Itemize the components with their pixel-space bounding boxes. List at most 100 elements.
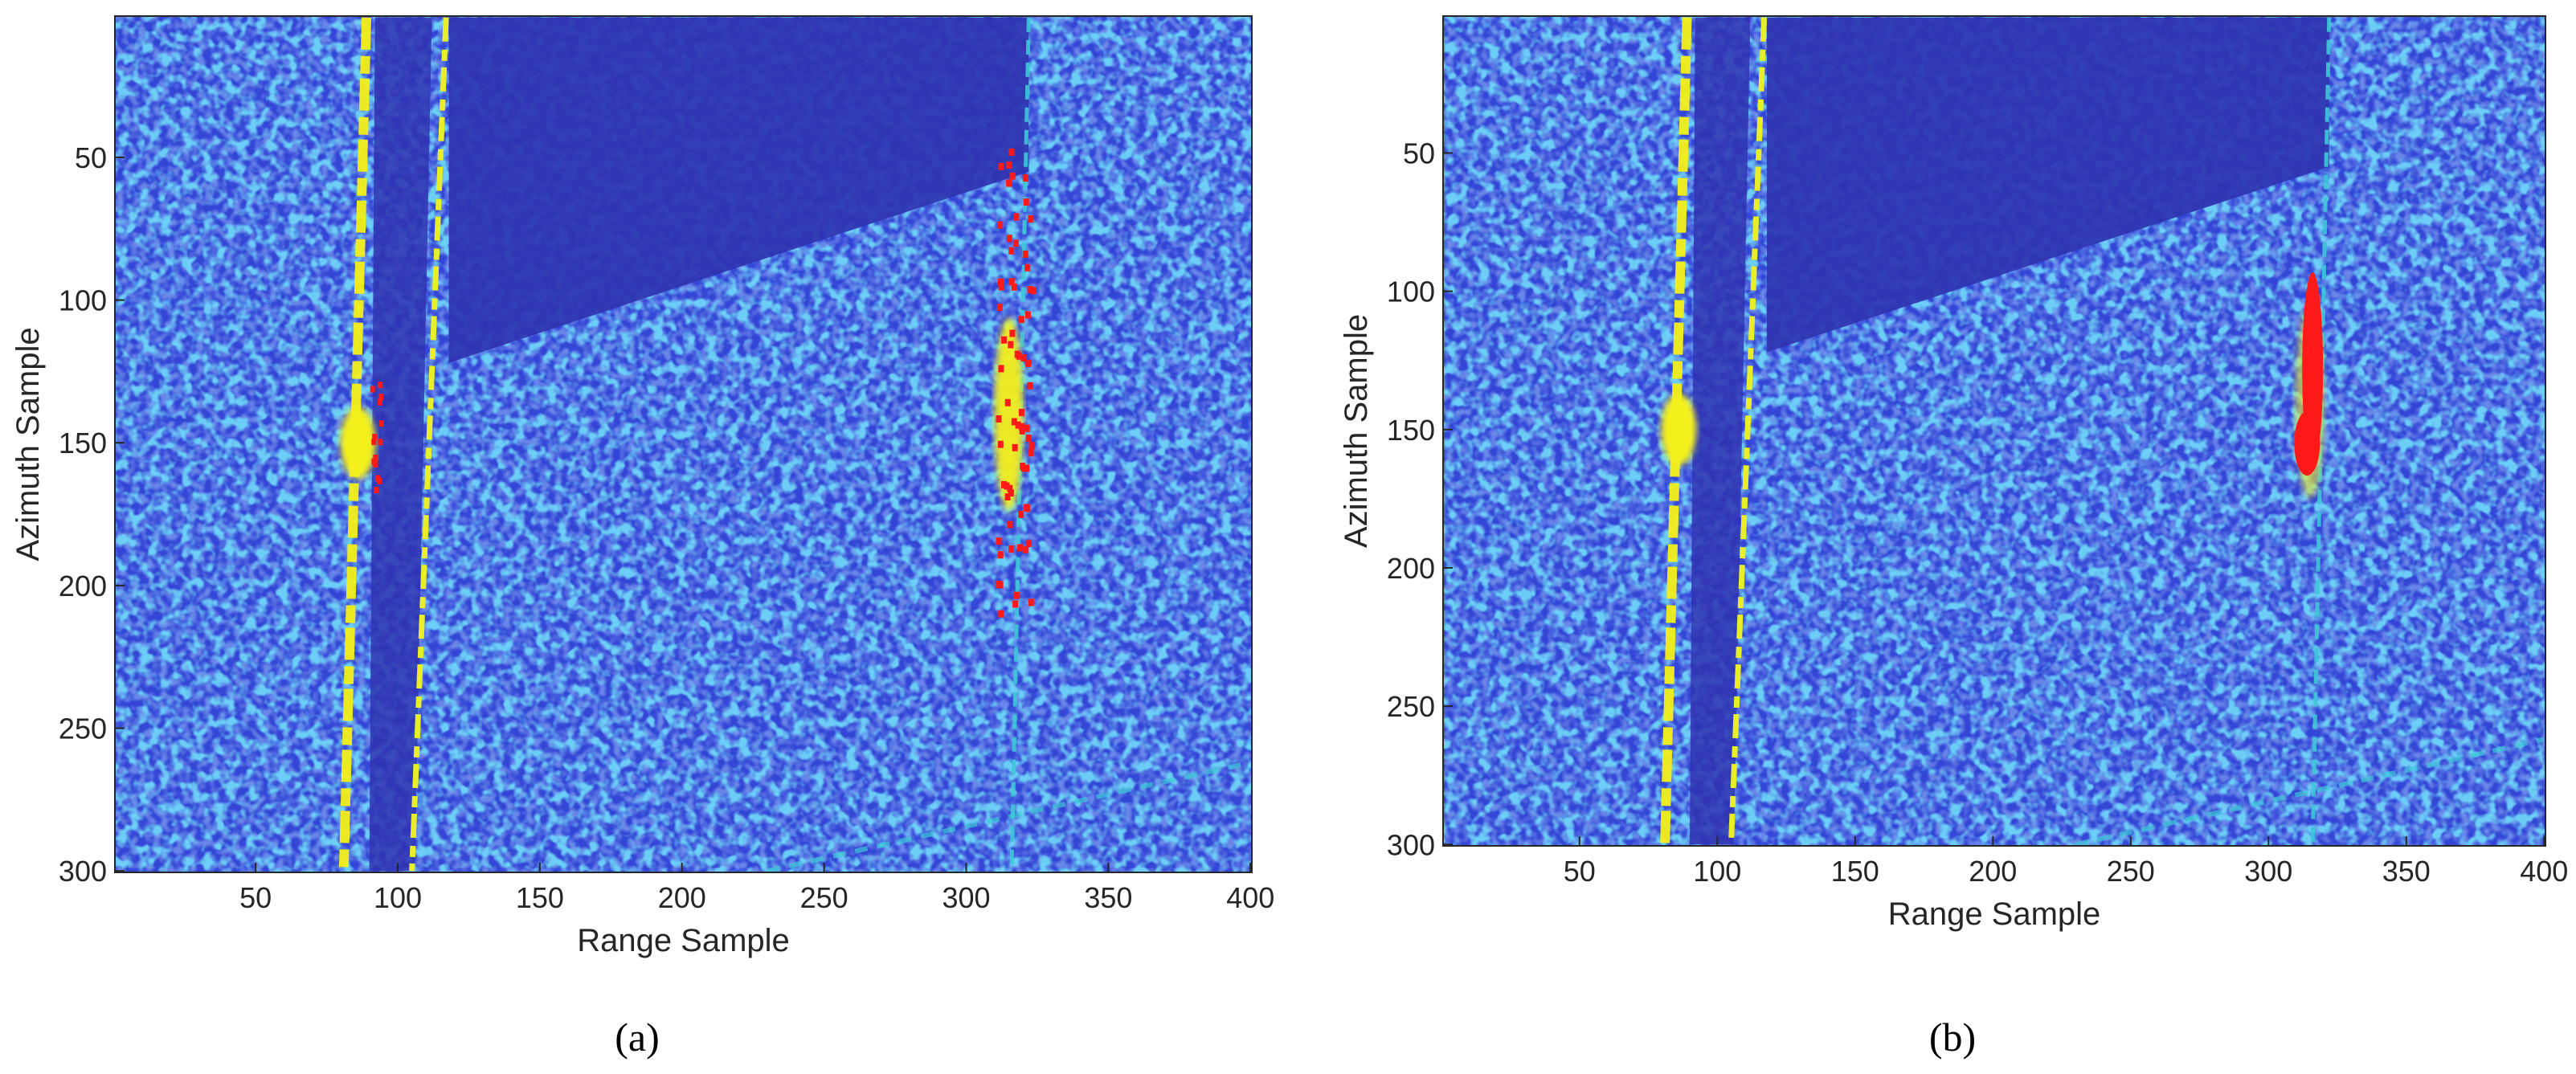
x-tick-label: 50 xyxy=(1564,855,1596,888)
bright-target xyxy=(1661,393,1697,466)
detection xyxy=(1028,214,1034,223)
detection xyxy=(1015,421,1021,429)
detection xyxy=(996,537,1002,545)
x-tick-label: 250 xyxy=(800,881,848,914)
detection xyxy=(1019,427,1025,435)
detection xyxy=(998,365,1004,373)
detection xyxy=(1024,263,1031,272)
y-tick-label: 100 xyxy=(59,284,107,317)
x-tick-label: 100 xyxy=(1693,855,1741,888)
detection xyxy=(1006,235,1012,243)
detection xyxy=(1013,591,1020,599)
detection xyxy=(1022,174,1028,182)
detection xyxy=(1008,278,1015,286)
detection xyxy=(1011,283,1017,291)
x-tick-label: 200 xyxy=(1969,855,2017,888)
detection xyxy=(1025,540,1032,548)
y-tick-label: 50 xyxy=(1403,137,1435,169)
detection xyxy=(1018,423,1024,431)
detection xyxy=(997,221,1004,229)
y-tick-label: 300 xyxy=(1387,828,1435,861)
y-axis-label: Azimuth Sample xyxy=(10,327,46,561)
dark-region xyxy=(369,17,432,872)
sar-image xyxy=(1443,16,2545,846)
detection xyxy=(1018,510,1024,518)
detection xyxy=(1008,247,1015,255)
detection xyxy=(1008,545,1015,553)
detection xyxy=(1028,442,1035,450)
detection xyxy=(998,610,1004,618)
detection xyxy=(371,458,377,465)
detection xyxy=(1013,213,1020,221)
detection xyxy=(1014,350,1020,358)
detection xyxy=(1022,250,1028,258)
detection xyxy=(997,551,1004,559)
bright-stripe xyxy=(1728,17,1768,845)
edge-stripe xyxy=(2075,737,2545,846)
detection xyxy=(1024,311,1031,319)
x-tick-label: 350 xyxy=(2382,855,2431,888)
dark-region xyxy=(1689,17,1751,845)
detection xyxy=(375,475,381,482)
x-tick-label: 400 xyxy=(2520,855,2568,888)
x-tick-label: 400 xyxy=(1226,881,1274,914)
y-tick-label: 100 xyxy=(1387,276,1435,308)
detection xyxy=(1006,161,1012,169)
dark-region xyxy=(448,17,1029,363)
detection xyxy=(1024,424,1030,432)
x-tick-label: 100 xyxy=(374,881,422,914)
x-tick-label: 350 xyxy=(1084,881,1132,914)
detection xyxy=(1008,341,1014,349)
detection xyxy=(1028,598,1034,606)
bright-target xyxy=(340,406,376,480)
detection xyxy=(1009,172,1016,180)
caption: (a) xyxy=(615,1015,660,1060)
detection xyxy=(1024,504,1031,512)
detection xyxy=(378,439,383,446)
y-tick-label: 200 xyxy=(59,570,107,602)
panel: 50 100 150 200 250 300 350 400 50 100 150 200 250 300… xyxy=(10,15,1274,1060)
detection xyxy=(1006,179,1012,187)
edge-stripe xyxy=(1009,17,1031,872)
detection xyxy=(1027,286,1033,294)
detection xyxy=(2294,410,2320,476)
x-tick-label: 200 xyxy=(658,881,706,914)
x-tick-label: 150 xyxy=(1831,855,1879,888)
x-tick-label: 300 xyxy=(942,881,990,914)
x-axis-label: Range Sample xyxy=(1888,896,2101,932)
y-tick-label: 300 xyxy=(59,855,107,888)
detection xyxy=(1028,449,1034,457)
x-tick-label: 250 xyxy=(2107,855,2155,888)
detection xyxy=(1012,600,1019,608)
detection xyxy=(378,398,383,406)
detection xyxy=(997,440,1004,448)
x-tick-label: 50 xyxy=(239,881,272,914)
dark-region xyxy=(1767,17,2329,353)
detection xyxy=(1012,239,1019,247)
detection xyxy=(370,386,375,393)
y-axis-label: Azimuth Sample xyxy=(1339,314,1374,548)
detection xyxy=(378,382,383,389)
detection xyxy=(1008,489,1014,497)
detection xyxy=(1004,493,1011,501)
x-tick-label: 150 xyxy=(516,881,564,914)
caption: (b) xyxy=(1929,1015,1976,1060)
detection xyxy=(1009,329,1016,337)
detection xyxy=(1004,482,1010,490)
detection xyxy=(373,454,378,461)
detection xyxy=(998,283,1004,291)
detection xyxy=(1030,287,1037,295)
bright-stripe xyxy=(338,17,372,872)
y-tick-label: 150 xyxy=(1387,414,1435,447)
detection xyxy=(1001,336,1008,344)
axes-frame xyxy=(114,15,1253,873)
x-tick-label: 300 xyxy=(2244,855,2292,888)
detection xyxy=(1011,418,1017,426)
edge-stripe xyxy=(767,760,1251,872)
detection xyxy=(378,420,384,427)
bright-stripe xyxy=(409,17,449,872)
y-tick-label: 250 xyxy=(1387,690,1435,723)
detection xyxy=(997,278,1004,286)
detection xyxy=(997,581,1004,589)
